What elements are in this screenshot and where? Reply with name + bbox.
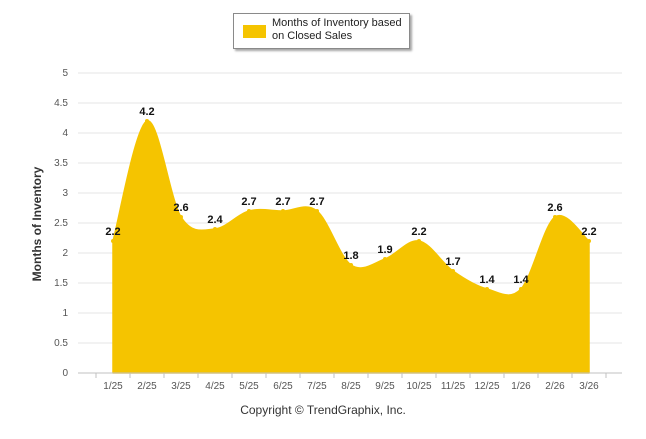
legend-swatch (243, 25, 266, 38)
x-tick-label: 5/25 (239, 381, 259, 392)
data-point (247, 209, 251, 213)
data-labels: 2.2 4.2 2.6 2.4 2.7 2.7 2.7 1.8 1.9 2.2 1.7 1.4 1.4 2… (105, 106, 596, 286)
data-label: 2.2 (581, 226, 596, 238)
y-tick-label: 4 (62, 128, 68, 139)
x-tick-label: 1/25 (103, 381, 123, 392)
data-point (281, 209, 285, 213)
axes: 0 0.5 1 1.5 2 2.5 3 3.5 4 4.5 5 1/25 2/25 3/25 4/25 5/2… (54, 68, 622, 392)
x-tick-label: 7/25 (307, 381, 327, 392)
data-point (451, 269, 455, 273)
copyright-footer: Copyright © TrendGraphix, Inc. (240, 403, 406, 417)
y-tick-label: 1.5 (54, 278, 68, 289)
data-label: 1.4 (513, 274, 529, 286)
x-tick-label: 10/25 (406, 381, 431, 392)
data-point (111, 239, 115, 243)
data-point (145, 119, 149, 123)
x-tick-label: 1/26 (511, 381, 531, 392)
data-label: 2.2 (105, 226, 120, 238)
data-point (349, 263, 353, 267)
x-tick-label: 3/26 (579, 381, 599, 392)
data-label: 2.2 (411, 226, 426, 238)
x-tick-label: 4/25 (205, 381, 225, 392)
data-label: 1.9 (377, 244, 392, 256)
x-tick-label: 8/25 (341, 381, 361, 392)
legend-label: Months of Inventory based on Closed Sale… (272, 17, 402, 42)
y-tick-label: 0.5 (54, 338, 68, 349)
legend[interactable]: Months of Inventory based on Closed Sale… (233, 13, 410, 49)
x-tick-label: 12/25 (474, 381, 499, 392)
data-point (315, 209, 319, 213)
data-label: 2.6 (547, 202, 562, 214)
x-tick-label: 2/25 (137, 381, 157, 392)
series-area (112, 120, 590, 374)
data-label: 1.8 (343, 250, 358, 262)
data-label: 2.6 (173, 202, 188, 214)
x-tick-label: 9/25 (375, 381, 395, 392)
data-label: 2.7 (241, 196, 256, 208)
x-tick-label: 2/26 (545, 381, 565, 392)
x-tick-label: 3/25 (171, 381, 191, 392)
y-tick-label: 5 (62, 68, 68, 79)
y-tick-label: 4.5 (54, 98, 68, 109)
data-point (179, 215, 183, 219)
data-point (417, 239, 421, 243)
data-point (383, 257, 387, 261)
y-axis-title: Months of Inventory (30, 166, 44, 282)
data-label: 2.7 (275, 196, 290, 208)
data-point (587, 239, 591, 243)
y-tick-label: 2.5 (54, 218, 68, 229)
data-label: 4.2 (139, 106, 154, 118)
y-tick-label: 3.5 (54, 158, 68, 169)
y-tick-label: 1 (62, 308, 68, 319)
y-tick-label: 3 (62, 188, 68, 199)
x-tick-label: 11/25 (441, 381, 466, 392)
data-point (519, 287, 523, 291)
y-tick-label: 0 (62, 368, 68, 379)
data-label: 1.4 (479, 274, 495, 286)
data-point (213, 227, 217, 231)
data-label: 2.4 (207, 214, 223, 226)
x-tick-label: 6/25 (273, 381, 293, 392)
data-point (485, 287, 489, 291)
data-point (553, 215, 557, 219)
y-tick-label: 2 (62, 248, 68, 259)
data-label: 2.7 (309, 196, 324, 208)
series-area-group (111, 119, 591, 374)
data-label: 1.7 (445, 256, 460, 268)
